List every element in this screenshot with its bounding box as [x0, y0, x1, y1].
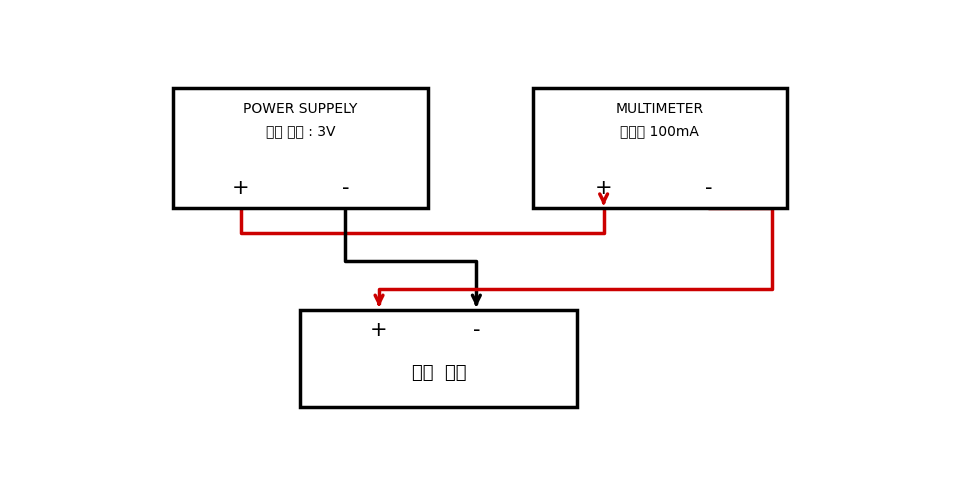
- Text: MULTIMETER: MULTIMETER: [615, 102, 704, 116]
- Text: +: +: [232, 178, 249, 198]
- Text: -: -: [342, 178, 349, 198]
- FancyBboxPatch shape: [173, 89, 428, 208]
- Text: -: -: [472, 320, 480, 340]
- FancyBboxPatch shape: [532, 89, 787, 208]
- Text: 출력 전압 : 3V: 출력 전압 : 3V: [266, 125, 335, 139]
- Text: -: -: [704, 178, 712, 198]
- Text: POWER SUPPELY: POWER SUPPELY: [243, 102, 357, 116]
- Text: +: +: [370, 320, 387, 340]
- Text: 전자  약병: 전자 약병: [412, 364, 467, 382]
- FancyBboxPatch shape: [300, 310, 578, 407]
- Text: +: +: [595, 178, 612, 198]
- Text: 전류계 100mA: 전류계 100mA: [620, 125, 699, 139]
